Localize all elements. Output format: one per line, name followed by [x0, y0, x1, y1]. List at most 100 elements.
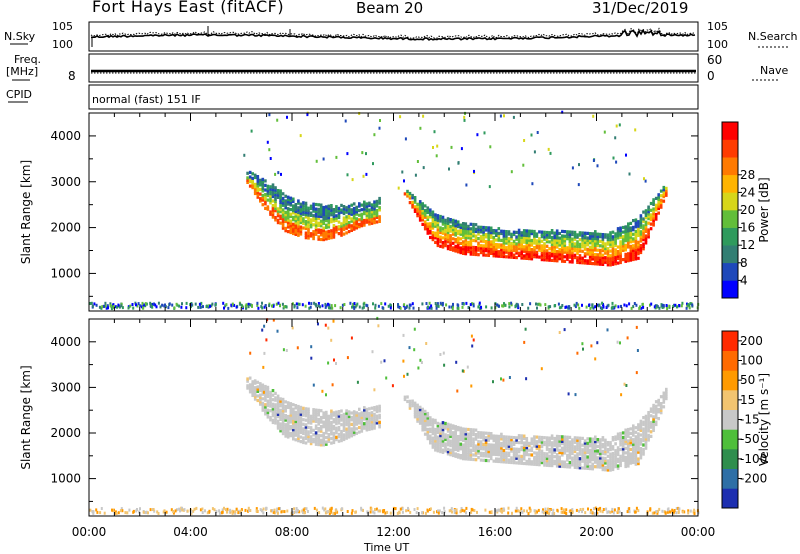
power-cell [644, 239, 648, 243]
velocity-cell [429, 416, 432, 420]
power-cell [279, 221, 282, 225]
velocity-cell [441, 450, 445, 454]
velocity-cell [451, 438, 455, 442]
power-cell [594, 246, 597, 250]
power-ground-cell [309, 305, 312, 309]
velocity-cell [446, 440, 450, 445]
power-ground-cell [263, 305, 266, 309]
power-cell [581, 249, 584, 253]
velocity-ground-cell [611, 507, 614, 511]
power-ground-cell [573, 303, 576, 307]
power-cell [299, 207, 303, 211]
velocity-cell [561, 442, 564, 446]
velocity-cell [611, 463, 615, 467]
power-cell [436, 220, 440, 225]
velocity-cell [363, 415, 366, 419]
velocity-cell [456, 448, 460, 452]
power-cell [566, 234, 569, 238]
velocity-cell [497, 446, 501, 450]
power-ground-cell [536, 306, 538, 310]
velocity-ground-cell [362, 508, 364, 512]
velocity-cell [449, 453, 452, 457]
power-cell [528, 250, 531, 254]
velocity-cell [609, 445, 612, 449]
velocity-cell [436, 430, 440, 435]
velocity-cell [530, 446, 534, 450]
velocity-cell [505, 435, 508, 439]
velocity-cell [629, 443, 633, 447]
velocity-cell [439, 436, 442, 440]
velocity-ground-cell [490, 510, 493, 514]
power-cell [284, 213, 287, 217]
velocity-cell [299, 421, 303, 425]
velocity-cell [454, 436, 457, 440]
power-cell [469, 241, 473, 245]
power-cell [472, 222, 475, 227]
power-cell [477, 253, 480, 257]
power-cell [594, 262, 597, 266]
velocity-cell [599, 447, 602, 451]
power-cell [642, 217, 645, 221]
velocity-cell [586, 448, 589, 452]
power-cell [462, 222, 465, 226]
power-cell [335, 205, 338, 209]
power-cell [312, 214, 315, 218]
power-cell [446, 217, 450, 221]
velocity-cell [347, 428, 351, 432]
velocity-cell [365, 407, 369, 411]
velocity-cell [459, 447, 463, 451]
velocity-cell [652, 403, 655, 407]
power-cell [599, 255, 602, 259]
power-cell [261, 177, 265, 181]
power-cell [330, 229, 333, 233]
power-cell [601, 235, 605, 239]
power-ground-cell [330, 304, 333, 308]
power-cell [550, 247, 554, 251]
power-cell [522, 240, 526, 244]
velocity-cell [609, 457, 612, 461]
power-speckle [644, 179, 647, 183]
velocity-cell [586, 441, 589, 445]
power-cell [525, 236, 529, 240]
power-ground-cell [121, 306, 124, 310]
power-cell [292, 231, 295, 236]
power-cell [561, 259, 564, 263]
power-cell [576, 244, 579, 248]
velocity-cell [662, 400, 666, 404]
velocity-cell [545, 445, 549, 449]
velocity-cell [573, 461, 577, 465]
velocity-cell [502, 439, 506, 443]
power-cell [274, 209, 277, 213]
velocity-cell [659, 402, 663, 406]
power-cell [578, 258, 582, 262]
velocity-ground-cell [450, 507, 453, 511]
power-cell [446, 240, 450, 244]
velocity-ground-cell [476, 510, 478, 514]
velocity-cell [327, 421, 331, 425]
power-cell [319, 205, 323, 209]
velocity-cell [467, 443, 470, 448]
power-cell [286, 202, 290, 206]
velocity-ground-cell [332, 511, 335, 515]
power-cell [604, 246, 607, 251]
power-cell [533, 229, 536, 234]
velocity-cell [378, 409, 381, 413]
power-cell [454, 240, 457, 244]
velocity-cell [553, 441, 556, 445]
power-cell [297, 226, 300, 231]
power-cell [525, 247, 529, 251]
power-cell [538, 248, 541, 252]
power-cell [327, 209, 331, 213]
velocity-cell [340, 436, 343, 440]
power-cell [449, 247, 452, 251]
power-ground-cell [625, 304, 628, 308]
velocity-ground-cell [351, 509, 354, 513]
power-cell [281, 203, 285, 207]
power-cell [451, 228, 455, 232]
power-cell [578, 242, 582, 246]
velocity-ground-cell [224, 508, 227, 512]
power-cell [487, 249, 490, 253]
power-cell [284, 215, 287, 219]
velocity-cell [462, 454, 465, 458]
power-cell [606, 235, 610, 239]
